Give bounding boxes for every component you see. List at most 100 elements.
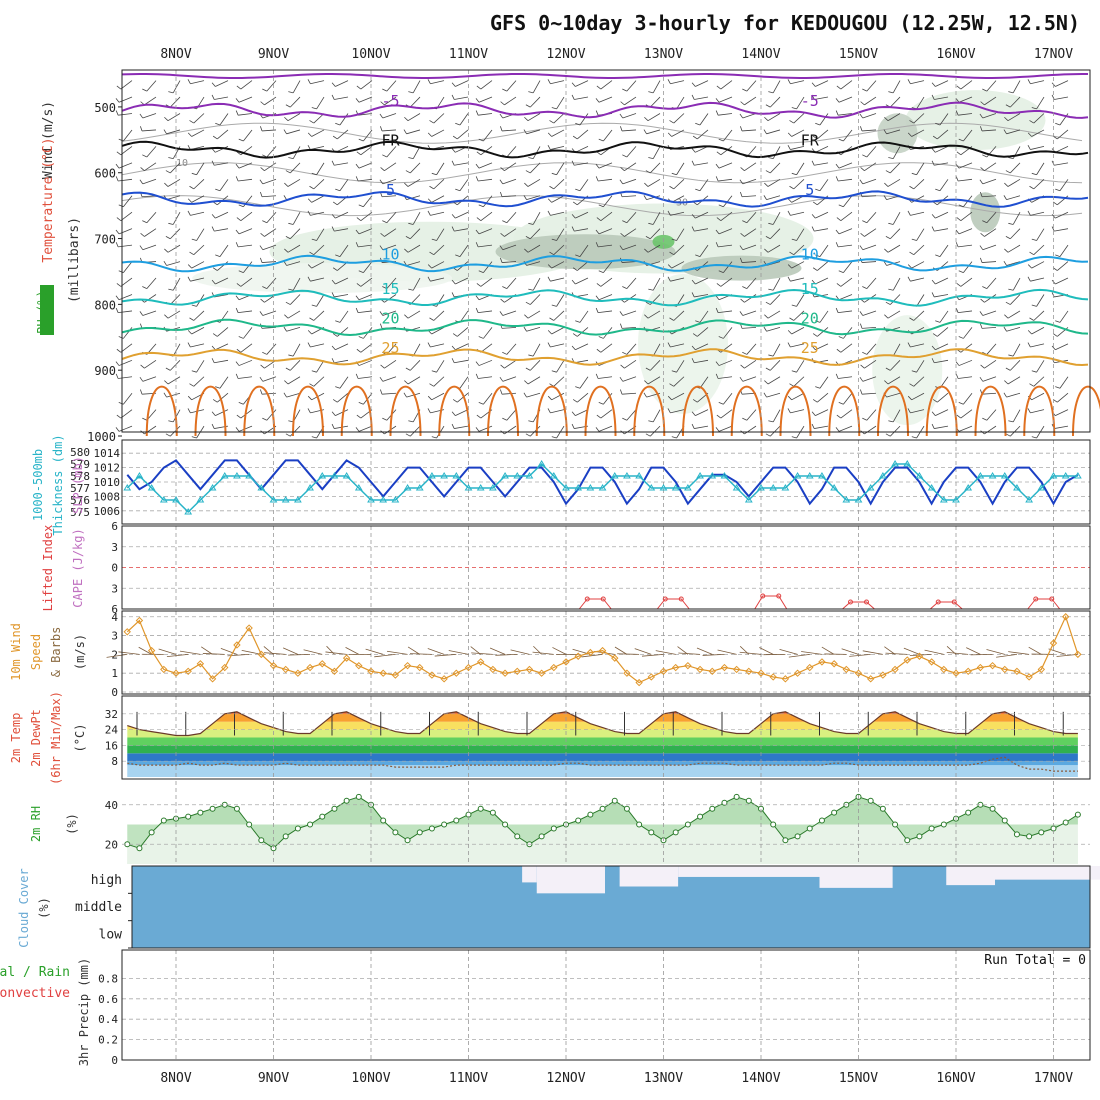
wind-barb <box>812 201 818 206</box>
wind-barb <box>193 113 205 124</box>
wind-barb <box>696 647 713 655</box>
wind-barb <box>574 96 589 100</box>
wind-barb <box>289 360 301 371</box>
isotherm-loop <box>292 385 324 437</box>
wind-barb <box>931 411 936 416</box>
thickness-point <box>306 484 314 491</box>
wind-barb <box>262 129 277 132</box>
wind-barb <box>595 373 599 379</box>
wind-barb <box>862 327 877 329</box>
wind-barb <box>595 110 599 116</box>
wind-barb <box>739 245 744 250</box>
wind-barb <box>431 392 445 401</box>
wind-speed-point <box>513 667 521 676</box>
wind-barb <box>189 317 194 321</box>
wind-barb <box>502 178 517 185</box>
wind-barb <box>648 157 654 160</box>
side-labels: Wind (m/s) Temperature (°C) RH (%) (mill… <box>0 101 91 1066</box>
wind-barb <box>217 129 229 140</box>
wind-barb <box>363 129 373 142</box>
wind-barb <box>1029 120 1034 124</box>
wind-barb <box>619 126 623 132</box>
wind-barb <box>862 392 877 395</box>
wind-barb <box>1033 113 1045 124</box>
wind-barb <box>982 154 987 158</box>
rh2m-point <box>745 797 752 804</box>
wind-barb <box>215 146 229 153</box>
wind-barb <box>452 333 458 337</box>
wind-barb <box>670 343 685 348</box>
wind-barb <box>523 129 527 135</box>
wind-barb <box>765 433 771 437</box>
wind-barb <box>909 120 914 124</box>
wind-barb <box>1027 210 1031 216</box>
wind-barb <box>911 436 917 439</box>
wind-barb <box>502 351 507 355</box>
wind-barb <box>1030 211 1045 216</box>
wind-barb <box>596 283 602 287</box>
wind-barb <box>284 314 289 319</box>
wind-barb <box>475 176 479 182</box>
wind-barb <box>215 277 229 285</box>
wind-barb <box>404 116 409 121</box>
wind-barb <box>958 204 964 208</box>
wind-barb <box>913 376 925 387</box>
wind-barb <box>408 420 414 423</box>
thickness-point <box>269 496 278 503</box>
wind-barb <box>118 270 124 273</box>
wind-barb <box>793 310 805 321</box>
wind-barb <box>187 198 192 203</box>
wind-barb <box>575 188 581 192</box>
cape-event <box>754 595 788 610</box>
wind-barb <box>691 160 695 166</box>
x-label-bottom: 9NOV <box>258 1071 289 1086</box>
wind-barb <box>146 146 157 158</box>
wind-speed-point <box>842 665 851 674</box>
wind-barb <box>691 279 696 285</box>
wind-barb <box>1054 96 1069 100</box>
wind-barb <box>596 85 602 90</box>
cloud-gap <box>522 866 537 883</box>
wind-barb <box>742 88 747 92</box>
wind-barb <box>619 311 624 316</box>
wind-barb <box>790 277 805 282</box>
wind-barb <box>412 343 421 357</box>
rh-shade <box>905 90 1046 151</box>
wind-barb <box>238 359 253 366</box>
wind-barb <box>862 113 877 119</box>
wind-barb <box>382 129 397 132</box>
wind-barb <box>431 238 437 241</box>
wind-barb <box>405 236 411 240</box>
rh2m-area-high <box>127 796 1078 849</box>
rh2m-point <box>1074 811 1081 818</box>
isotherm-loop <box>925 385 958 437</box>
wind-barb <box>796 96 805 110</box>
wind-barb <box>667 408 671 414</box>
wind-barb <box>984 96 997 106</box>
wind-barb <box>120 409 133 419</box>
wind-barb <box>307 198 312 203</box>
wind-barb <box>764 182 769 187</box>
wind-barb <box>260 232 265 237</box>
wind-barb <box>790 146 805 150</box>
wind-barb <box>723 129 733 142</box>
wind-barb <box>986 409 997 421</box>
wind-barb <box>692 399 698 403</box>
rh2m-point <box>940 821 947 828</box>
wind-barb <box>887 310 901 319</box>
wind-barb <box>478 162 493 169</box>
rh2m-point <box>404 837 411 844</box>
slp-label: SLP (mb) <box>71 456 85 514</box>
wind-barb <box>1036 96 1045 110</box>
wind-speed-point <box>355 661 363 670</box>
wind-barb <box>937 129 949 140</box>
wind-barb <box>1055 386 1061 389</box>
wind-barb <box>1033 310 1045 321</box>
isotherm-line <box>121 101 1089 119</box>
wind-barb <box>791 261 805 269</box>
wind-barb <box>118 204 124 208</box>
wind-barb <box>287 376 301 385</box>
wind-barb <box>1005 301 1011 305</box>
wind-barb <box>859 311 864 316</box>
wind-barb <box>382 88 387 92</box>
